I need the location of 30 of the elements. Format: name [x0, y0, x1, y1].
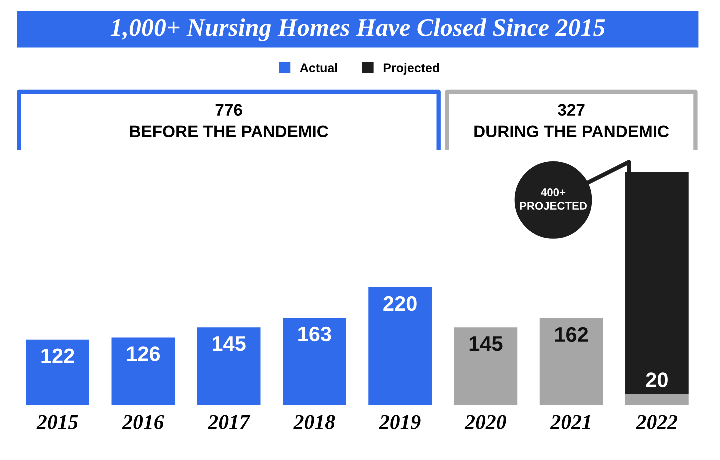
x-tick-label: 2019 — [379, 415, 421, 430]
legend-label: Actual — [300, 63, 338, 72]
data-label: 145 — [470, 336, 503, 352]
data-label: 126 — [127, 346, 160, 362]
bar — [197, 328, 261, 405]
x-tick-label: 2021 — [550, 415, 590, 430]
bar — [626, 394, 689, 405]
bar — [454, 328, 518, 405]
bar — [26, 340, 90, 405]
bar — [368, 288, 432, 405]
x-tick-label: 2017 — [208, 415, 251, 430]
data-label: 162 — [555, 327, 588, 342]
x-tick-label: 2020 — [464, 415, 506, 430]
legend-label: Projected — [384, 63, 440, 75]
annotation: 400+ PROJECTED — [520, 188, 587, 210]
data-label: 220 — [384, 296, 417, 312]
x-tick-label: 2022 — [636, 415, 678, 430]
chart-title: 1,000+ Nursing Homes Have Closed Since 2015 — [110, 18, 606, 42]
data-label: 122 — [42, 348, 74, 364]
x-tick-label: 2016 — [122, 415, 164, 430]
text: 327 DURING THE PANDEMIC — [474, 104, 670, 138]
data-label: 145 — [212, 336, 246, 352]
data-label: 20 — [646, 372, 668, 388]
bar — [112, 338, 176, 405]
bar — [540, 318, 604, 405]
x-tick-label: 2018 — [294, 415, 336, 430]
text: 776 BEFORE THE PANDEMIC — [130, 104, 328, 138]
x-tick-label: 2015 — [36, 415, 78, 430]
bar — [283, 318, 346, 405]
data-label: 163 — [298, 326, 332, 342]
